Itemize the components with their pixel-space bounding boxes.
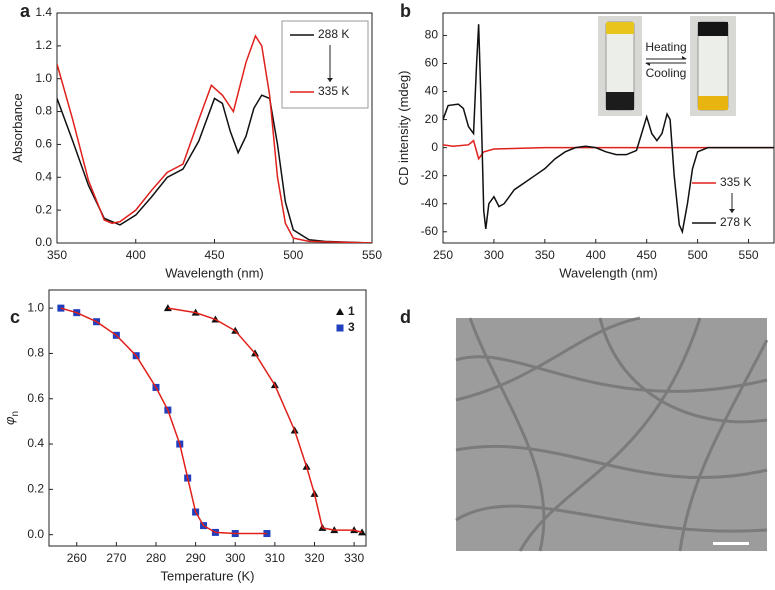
y-tick-label: 1.0 bbox=[27, 300, 44, 314]
y-tick-label: -40 bbox=[421, 196, 439, 210]
y-axis-label: φn bbox=[2, 411, 20, 425]
x-tick-label: 260 bbox=[67, 551, 87, 565]
y-axis-label-main: CD intensity (mdeg) bbox=[396, 71, 411, 186]
panel-label: c bbox=[10, 307, 20, 327]
panel-label: b bbox=[400, 1, 411, 21]
plot-area bbox=[57, 34, 372, 243]
x-tick-label: 450 bbox=[637, 248, 657, 262]
x-axis-label: Wavelength (nm) bbox=[559, 265, 658, 280]
y-tick-label: 0.0 bbox=[35, 235, 52, 249]
y-tick-label: 0.8 bbox=[35, 104, 52, 118]
y-tick-label: 0.4 bbox=[35, 169, 52, 183]
y-tick-label: 1.4 bbox=[35, 5, 52, 19]
tem-image bbox=[455, 316, 769, 552]
y-axis-label-main: Absorbance bbox=[10, 93, 25, 162]
gel-left bbox=[606, 92, 634, 110]
y-axis-label-sub: n bbox=[10, 411, 21, 417]
fit-line bbox=[60, 307, 267, 535]
marker bbox=[57, 304, 65, 312]
x-tick-label: 400 bbox=[126, 248, 146, 262]
x-axis-label: Temperature (K) bbox=[161, 568, 255, 583]
series-line bbox=[443, 24, 774, 235]
y-tick-label: 1.2 bbox=[35, 38, 52, 52]
y-tick-label: 0 bbox=[431, 140, 438, 154]
x-tick-label: 350 bbox=[535, 248, 555, 262]
x-tick-label: 250 bbox=[433, 248, 453, 262]
y-tick-label: 60 bbox=[425, 56, 439, 70]
x-tick-label: 280 bbox=[146, 551, 166, 565]
plot-frame bbox=[56, 12, 373, 244]
y-tick-label: 0.4 bbox=[27, 436, 44, 450]
x-tick-label: 270 bbox=[106, 551, 126, 565]
legend-frame bbox=[281, 20, 369, 109]
x-tick-label: 550 bbox=[739, 248, 759, 262]
x-axis-label: Wavelength (nm) bbox=[165, 265, 264, 280]
y-tick-label: 0.6 bbox=[27, 391, 44, 405]
legend-label: 335 K bbox=[318, 84, 349, 98]
y-tick-label: 0.0 bbox=[27, 527, 44, 541]
scale-bar bbox=[713, 542, 749, 545]
y-tick-label: -60 bbox=[421, 224, 439, 238]
panel-label: d bbox=[400, 307, 411, 327]
legend-arrow-head bbox=[327, 78, 333, 82]
arrow-head bbox=[645, 63, 650, 66]
plot-area bbox=[443, 24, 774, 235]
y-axis-label-main: φ bbox=[2, 416, 17, 425]
y-tick-label: -20 bbox=[421, 168, 439, 182]
legend-label: 335 K bbox=[720, 175, 751, 189]
legend-label: 1 bbox=[348, 304, 355, 318]
series-line bbox=[443, 139, 774, 161]
legend-swatch bbox=[336, 308, 344, 315]
y-tick-label: 0.2 bbox=[27, 482, 44, 496]
y-tick-label: 40 bbox=[425, 84, 439, 98]
x-tick-label: 330 bbox=[344, 551, 364, 565]
x-tick-label: 310 bbox=[265, 551, 285, 565]
x-tick-label: 450 bbox=[204, 248, 224, 262]
y-axis-label: CD intensity (mdeg) bbox=[396, 71, 411, 186]
x-tick-label: 300 bbox=[484, 248, 504, 262]
x-tick-label: 500 bbox=[688, 248, 708, 262]
series-line bbox=[57, 34, 372, 243]
y-tick-label: 0.8 bbox=[27, 346, 44, 360]
legend-arrow-head bbox=[729, 209, 735, 213]
legend-label: 3 bbox=[348, 320, 355, 334]
series-line bbox=[57, 94, 372, 243]
y-tick-label: 80 bbox=[425, 28, 439, 42]
inset-photos: Heating Cooling bbox=[598, 16, 736, 116]
plot-area bbox=[57, 304, 366, 538]
x-tick-label: 400 bbox=[586, 248, 606, 262]
fit-line bbox=[167, 307, 363, 534]
panel-label: a bbox=[20, 1, 31, 21]
y-tick-label: 0.6 bbox=[35, 137, 52, 151]
vial-cap-left bbox=[606, 22, 634, 34]
x-tick-label: 290 bbox=[186, 551, 206, 565]
y-axis-label: Absorbance bbox=[10, 93, 25, 162]
solution-right bbox=[698, 96, 728, 110]
legend-label: 288 K bbox=[318, 27, 349, 41]
y-tick-label: 1.0 bbox=[35, 71, 52, 85]
x-tick-label: 320 bbox=[304, 551, 324, 565]
x-tick-label: 350 bbox=[47, 248, 67, 262]
y-tick-label: 0.2 bbox=[35, 202, 52, 216]
vial-cap-right bbox=[698, 22, 728, 36]
plot-frame bbox=[442, 12, 775, 244]
arrow-head bbox=[682, 56, 687, 59]
x-tick-label: 300 bbox=[225, 551, 245, 565]
legend-label: 278 K bbox=[720, 215, 751, 229]
fibers bbox=[455, 316, 769, 552]
x-tick-label: 500 bbox=[283, 248, 303, 262]
y-tick-label: 20 bbox=[425, 112, 439, 126]
micrograph bbox=[456, 318, 767, 551]
annotation: Heating bbox=[645, 40, 686, 54]
marker bbox=[163, 304, 172, 312]
annotation: Cooling bbox=[646, 66, 687, 80]
x-tick-label: 550 bbox=[362, 248, 382, 262]
legend-swatch bbox=[336, 324, 344, 332]
plot-frame bbox=[48, 289, 367, 547]
